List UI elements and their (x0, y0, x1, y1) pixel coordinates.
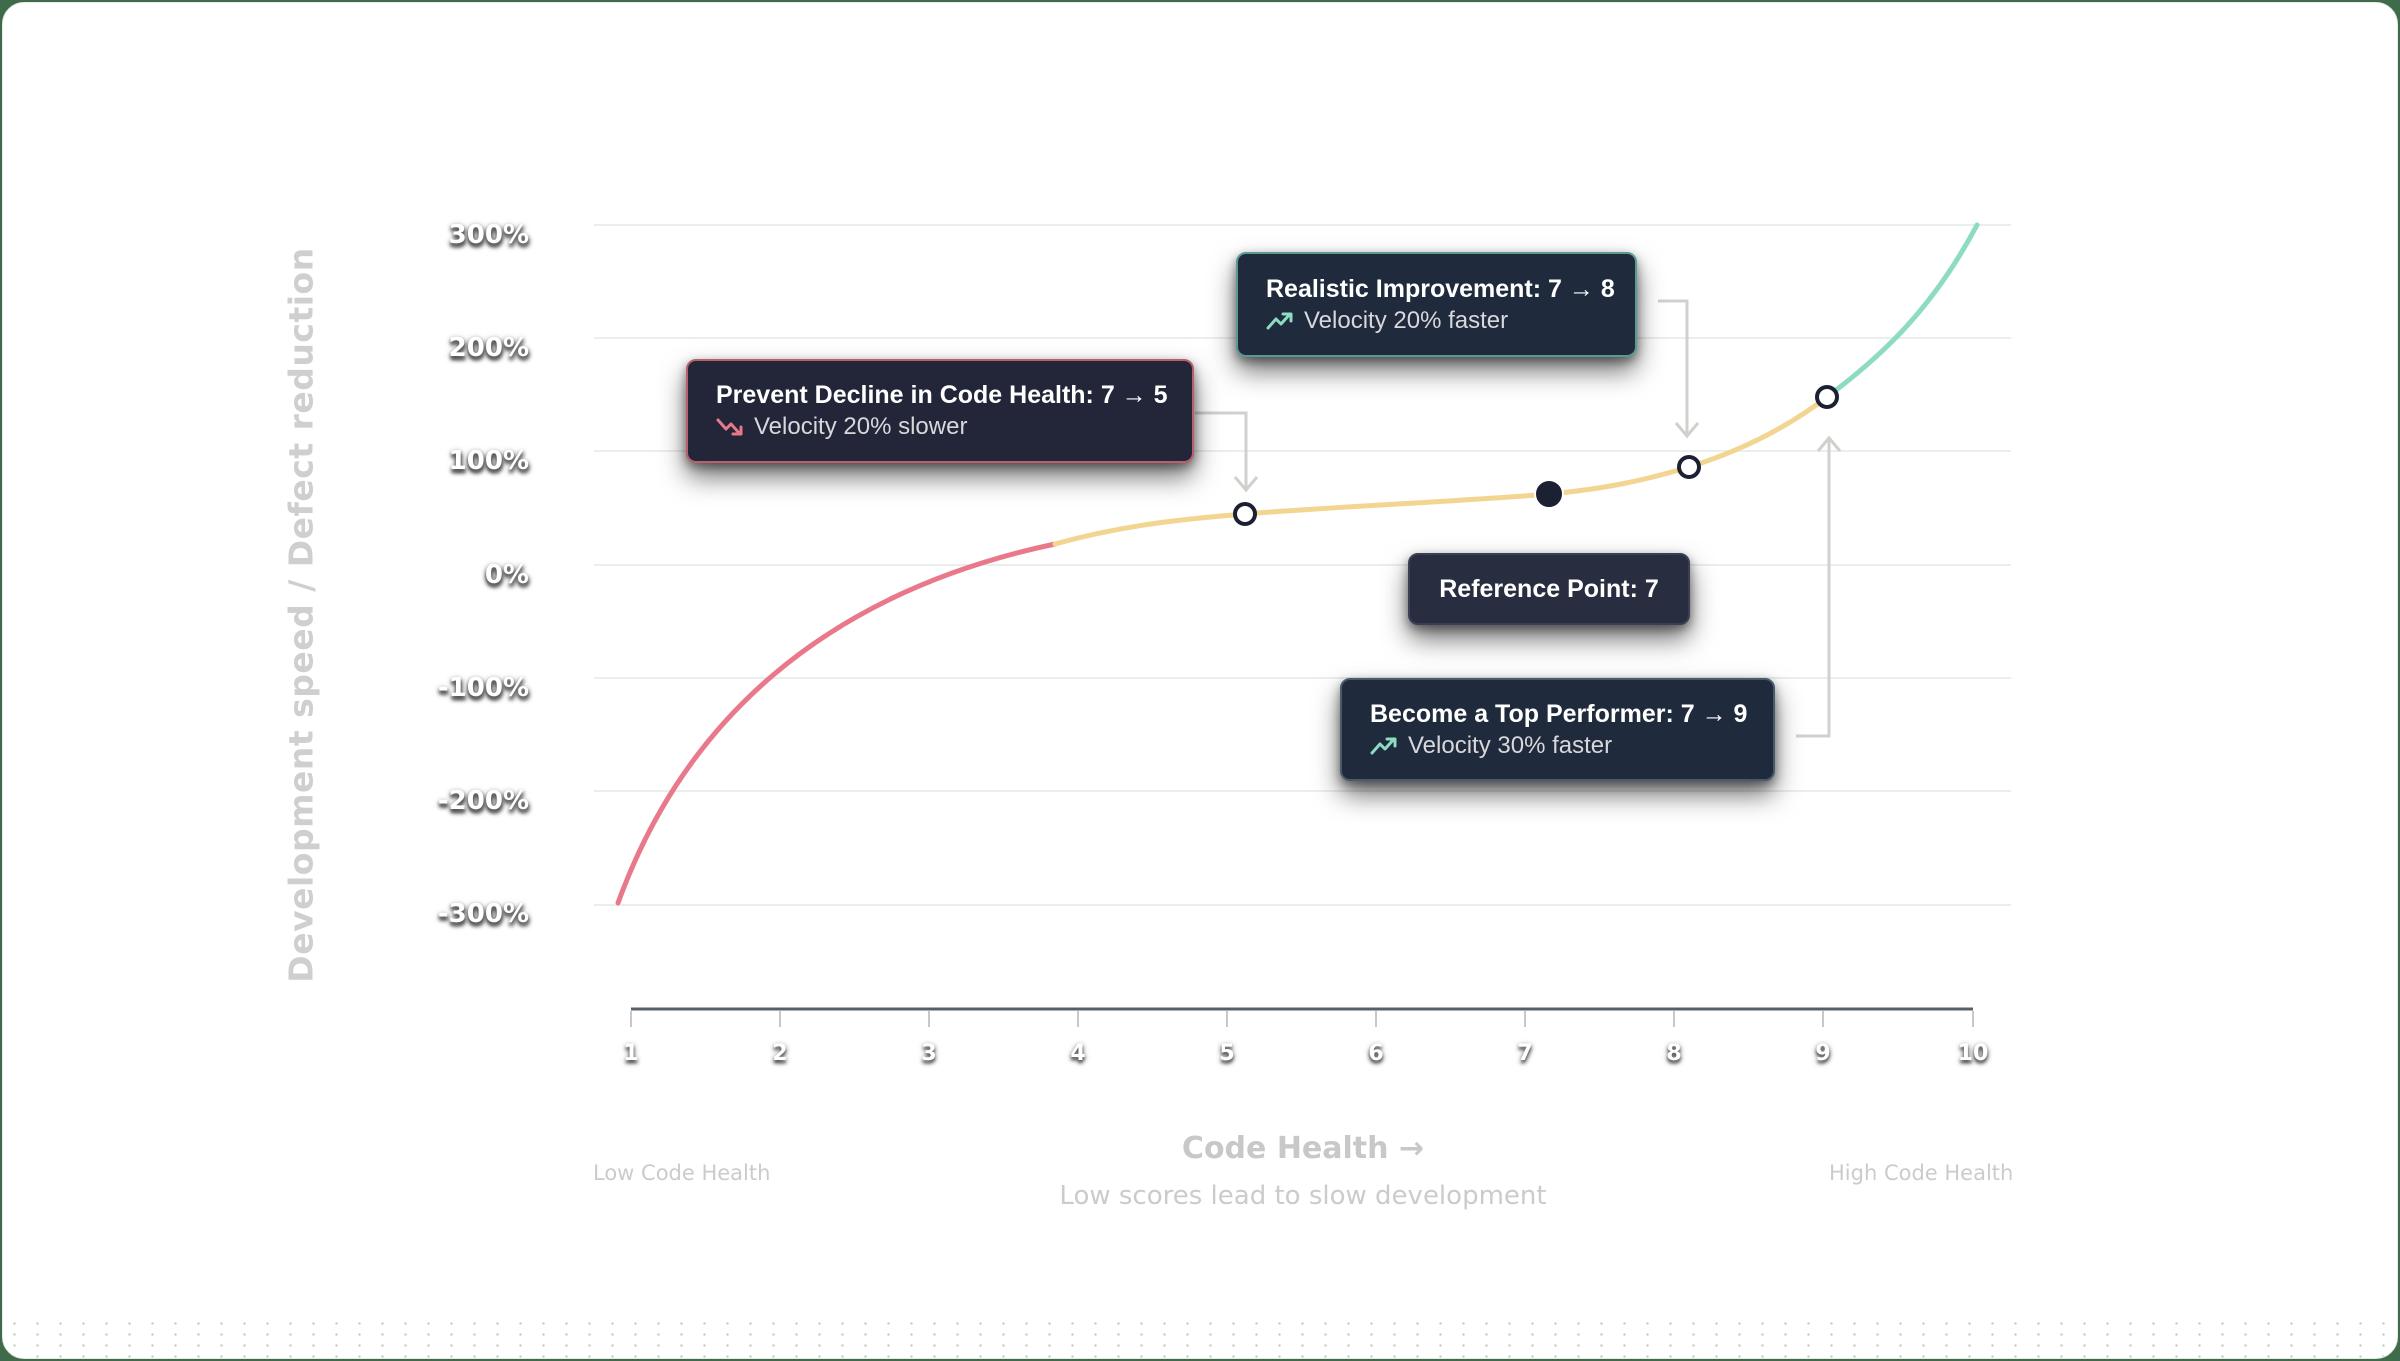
tooltip-title: Reference Point: 7 (1439, 575, 1659, 603)
tooltip-subtitle: Velocity 20% faster (1304, 306, 1509, 334)
x-left-end-label: Low Code Health (593, 1161, 771, 1185)
curve-mid-segment (1052, 394, 1830, 547)
x-right-end-label: High Code Health (1829, 1161, 2014, 1185)
tooltip-reference-point: Reference Point: 7 (1408, 553, 1690, 625)
marker-point-5[interactable] (1233, 502, 1257, 526)
marker-point-9[interactable] (1815, 385, 1839, 409)
tooltip-subtitle-row: Velocity 30% faster (1370, 730, 1745, 762)
trending-up-icon (1370, 737, 1397, 754)
tooltip-subtitle: Velocity 20% slower (754, 413, 968, 440)
x-tick-1: 1 (623, 1041, 639, 1066)
tooltip-title: Become a Top Performer: 7 → 9 (1370, 699, 1748, 728)
x-tick-8: 8 (1666, 1041, 1682, 1066)
trending-down-icon (716, 418, 743, 436)
x-tick-4: 4 (1070, 1041, 1086, 1066)
x-axis-title: Code Health → (1181, 1131, 1425, 1166)
annotation-connectors (1195, 299, 1842, 738)
y-tick-neg300: -300% (437, 899, 529, 929)
curve-high-segment (1824, 222, 1980, 400)
y-tick-300: 300% (448, 220, 529, 250)
y-tick-neg200: -200% (437, 786, 529, 816)
tooltip-title: Realistic Improvement: 7 → 8 (1266, 274, 1615, 303)
x-tick-5: 5 (1219, 1041, 1235, 1066)
x-tick-10: 10 (1957, 1041, 1989, 1066)
y-tick-neg100: -100% (437, 673, 529, 703)
y-tick-100: 100% (448, 446, 529, 476)
x-axis-subtitle: Low scores lead to slow development (1059, 1181, 1547, 1211)
tooltip-subtitle-row: Velocity 20% slower (716, 411, 1164, 443)
x-tick-6: 6 (1368, 1041, 1384, 1066)
tooltip-subtitle-row: Velocity 20% faster (1266, 305, 1607, 337)
tooltip-top-performer: Become a Top Performer: 7 → 9 Velocity 3… (1340, 678, 1775, 781)
y-tick-0: 0% (484, 560, 529, 590)
curve-low-segment (615, 541, 1058, 906)
tooltip-title: Prevent Decline in Code Health: 7 → 5 (716, 381, 1168, 409)
tooltip-prevent-decline: Prevent Decline in Code Health: 7 → 5 Ve… (686, 359, 1194, 463)
decorative-noise-strip (3, 1318, 2397, 1358)
x-tick-9: 9 (1815, 1041, 1831, 1066)
y-tick-200: 200% (448, 333, 529, 363)
x-tick-3: 3 (921, 1041, 937, 1066)
y-axis-title: Development speed / Defect reduction (281, 247, 321, 983)
tooltip-subtitle: Velocity 30% faster (1408, 731, 1613, 759)
tooltip-realistic-improvement: Realistic Improvement: 7 → 8 Velocity 20… (1236, 252, 1637, 357)
x-tick-2: 2 (772, 1041, 788, 1066)
marker-point-8[interactable] (1677, 455, 1701, 479)
trending-up-icon (1266, 312, 1293, 329)
x-tick-7: 7 (1517, 1041, 1533, 1066)
marker-point-7-reference[interactable] (1534, 479, 1564, 509)
x-axis (630, 1007, 1974, 1027)
